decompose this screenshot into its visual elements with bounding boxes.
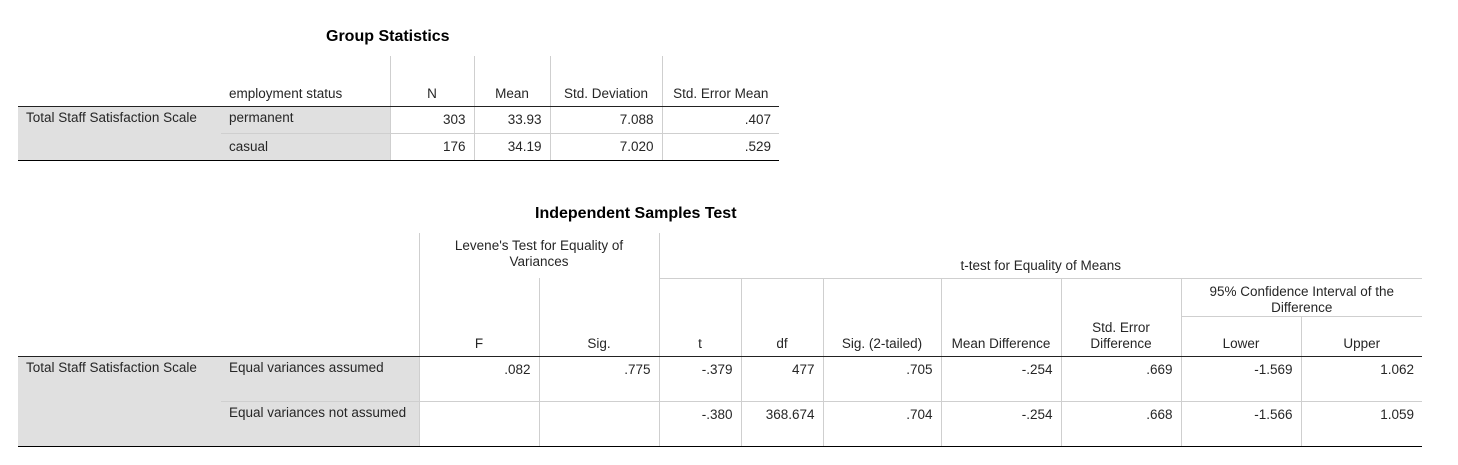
cell-df: 477 <box>740 356 823 402</box>
cell-f <box>418 401 539 447</box>
cell-sig <box>538 401 659 447</box>
cell-std-error-mean: .529 <box>661 133 779 161</box>
header-mean-difference: Mean Difference <box>940 316 1061 357</box>
group-label-casual: casual <box>221 133 390 161</box>
cell-std-deviation: 7.020 <box>549 133 662 161</box>
header-f: F <box>418 316 539 357</box>
variable-label: Total Staff Satisfaction Scale <box>18 356 221 447</box>
header-sig-2-tailed: Sig. (2-tailed) <box>822 316 941 357</box>
cell-std-error-difference: .669 <box>1060 356 1181 402</box>
cell-mean: 34.19 <box>473 133 550 161</box>
header-lower: Lower <box>1180 316 1301 357</box>
cell-std-error-mean: .407 <box>661 106 779 134</box>
header-n: N <box>389 56 474 107</box>
cell-sig-2-tailed: .704 <box>822 401 941 447</box>
cell-f: .082 <box>418 356 539 402</box>
cell-sig: .775 <box>538 356 659 402</box>
header-mean: Mean <box>473 56 550 107</box>
header-employment-status: employment status <box>221 56 390 107</box>
cell-lower: -1.569 <box>1180 356 1301 402</box>
header-std-deviation: Std. Deviation <box>549 56 662 107</box>
group-label-permanent: permanent <box>221 106 390 134</box>
header-levene: Levene's Test for Equality of Variances <box>418 233 659 278</box>
header-ttest: t-test for Equality of Means <box>658 233 1422 279</box>
header-std-error-difference: Std. Error Difference <box>1060 316 1181 357</box>
header-confidence-interval: 95% Confidence Interval of the Differenc… <box>1180 278 1422 317</box>
corner-cell <box>18 56 221 107</box>
header-sig: Sig. <box>538 316 659 357</box>
cell-mean-difference: -.254 <box>940 401 1061 447</box>
header-std-error-mean: Std. Error Mean <box>661 56 779 107</box>
group-statistics-title: Group Statistics <box>326 28 450 45</box>
cell-n: 303 <box>389 106 474 134</box>
row-label-equal-variances-assumed: Equal variances assumed <box>221 356 419 402</box>
group-statistics-table: employment status N Mean Std. Deviation … <box>18 56 779 161</box>
cell-std-deviation: 7.088 <box>549 106 662 134</box>
variable-label: Total Staff Satisfaction Scale <box>18 106 221 161</box>
cell-mean-difference: -.254 <box>940 356 1061 402</box>
cell-df: 368.674 <box>740 401 823 447</box>
cell-upper: 1.062 <box>1300 356 1422 402</box>
cell-mean: 33.93 <box>473 106 550 134</box>
header-upper: Upper <box>1300 316 1422 357</box>
cell-upper: 1.059 <box>1300 401 1422 447</box>
cell-t: -.379 <box>658 356 741 402</box>
row-label-equal-variances-not-assumed: Equal variances not assumed <box>221 401 419 447</box>
independent-samples-test-table: Levene's Test for Equality of Variances … <box>18 233 1422 447</box>
cell-sig-2-tailed: .705 <box>822 356 941 402</box>
cell-std-error-difference: .668 <box>1060 401 1181 447</box>
header-t: t <box>658 316 741 357</box>
cell-t: -.380 <box>658 401 741 447</box>
corner-cell <box>221 233 419 278</box>
independent-samples-test-title: Independent Samples Test <box>535 205 737 222</box>
cell-lower: -1.566 <box>1180 401 1301 447</box>
header-df: df <box>740 316 823 357</box>
corner-cell <box>18 233 221 278</box>
cell-n: 176 <box>389 133 474 161</box>
